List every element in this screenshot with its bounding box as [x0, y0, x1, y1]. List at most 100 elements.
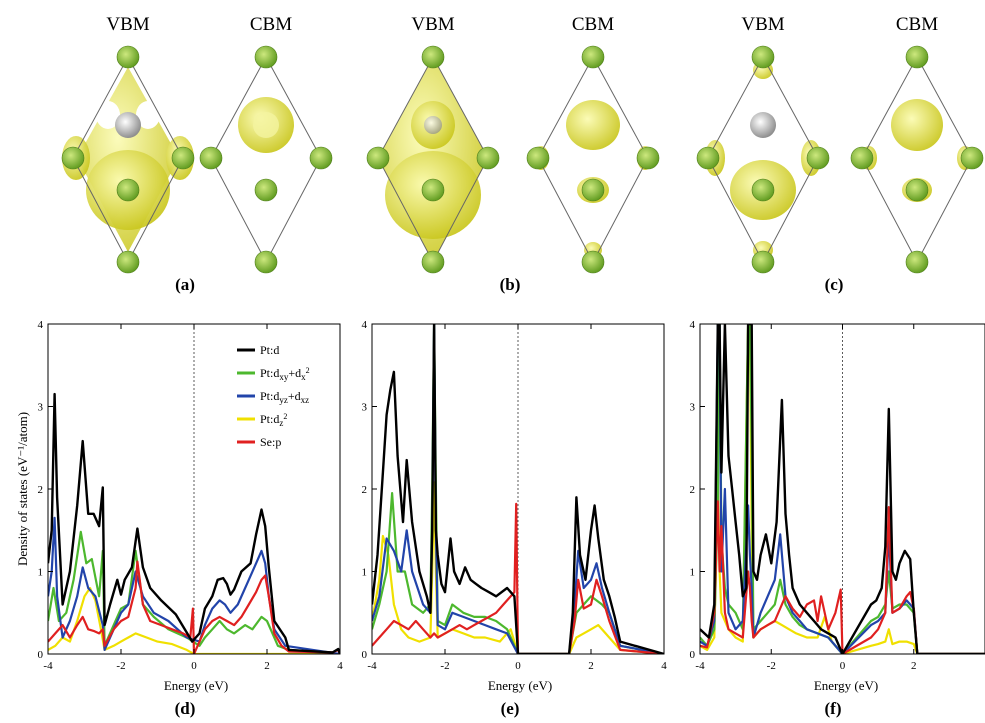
se-atom [116, 250, 140, 274]
x-tick-label: 0 [515, 660, 521, 672]
se-atom [254, 178, 278, 202]
panel-b-vbm-header: VBM [411, 14, 454, 35]
se-atom [806, 146, 830, 170]
y-tick-label: 3 [362, 402, 368, 414]
se-atom [116, 45, 140, 69]
se-atom [905, 178, 929, 202]
isosurface-lobe [566, 100, 620, 150]
legend-item: Pt:dyz+dxz [237, 389, 309, 405]
x-axis-label-f: Energy (eV) [814, 678, 878, 693]
x-tick-label: 4 [337, 660, 343, 672]
legend-item: Pt:dxy+dx2 [237, 366, 310, 382]
y-tick-label: 2 [690, 484, 696, 496]
y-tick-label: 1 [690, 567, 696, 579]
unit-cell-outline [861, 55, 973, 264]
se-atom [171, 146, 195, 170]
x-tick-label: 0 [191, 660, 197, 672]
unit-cell-a-vbm [61, 45, 195, 274]
panel-label-b: (b) [500, 275, 521, 294]
x-axis-label-e: Energy (eV) [488, 678, 552, 693]
y-tick-label: 3 [38, 402, 44, 414]
unit-cell-b-cbm [526, 45, 660, 274]
pt-atom [115, 112, 141, 138]
x-tick-label: -2 [440, 660, 449, 672]
se-atom [61, 146, 85, 170]
se-atom [751, 178, 775, 202]
panel-label-f: (f) [825, 699, 842, 718]
legend-label: Pt:dxy+dx2 [260, 366, 310, 382]
series-line-pt-dyz-dxz [372, 324, 664, 654]
se-atom [751, 250, 775, 274]
series-line-pt-dxy-dx2 [48, 530, 340, 654]
legend-label: Pt:dyz+dxz [260, 389, 309, 405]
panel-b-cbm-header: CBM [572, 14, 614, 35]
isosurface-row: VBM CBM VBM CBM VBM CBM (a) (b) (c) [61, 14, 984, 294]
y-tick-label: 0 [38, 649, 44, 661]
se-atom [309, 146, 333, 170]
series-line-pt-dz2 [700, 324, 985, 654]
legend-item: Se:p [237, 435, 281, 449]
x-tick-label: -4 [695, 660, 705, 672]
legend-label: Pt:d [260, 343, 279, 357]
x-tick-label: 2 [588, 660, 594, 672]
y-tick-label: 3 [690, 402, 696, 414]
panel-label-c: (c) [825, 275, 844, 294]
panel-label-a: (a) [175, 275, 195, 294]
x-tick-label: 4 [661, 660, 667, 672]
se-atom [421, 45, 445, 69]
dos-curves [700, 324, 985, 654]
y-tick-label: 4 [362, 319, 368, 331]
unit-cell-outline [210, 55, 322, 264]
panel-a-cbm-header: CBM [250, 14, 292, 35]
panel-label-e: (e) [501, 699, 520, 718]
legend-item: Pt:d [237, 343, 279, 357]
x-tick-label: -4 [43, 660, 53, 672]
se-atom [751, 45, 775, 69]
series-line-pt-d [48, 392, 340, 654]
unit-cell-b-vbm [366, 45, 500, 274]
series-line-se-p [48, 560, 340, 654]
series-line-pt-dyz-dxz [48, 516, 340, 654]
se-atom [476, 146, 500, 170]
pt-atom [750, 112, 776, 138]
se-atom [254, 45, 278, 69]
x-tick-label: -2 [767, 660, 776, 672]
panel-label-d: (d) [175, 699, 196, 718]
se-atom [960, 146, 984, 170]
y-axis-label: Density of states (eV⁻¹/atom) [15, 412, 30, 566]
y-tick-label: 1 [38, 567, 44, 579]
x-tick-label: -4 [367, 660, 377, 672]
panel-c-cbm-header: CBM [896, 14, 938, 35]
se-atom [696, 146, 720, 170]
y-tick-label: 2 [38, 484, 44, 496]
panel-c-vbm-header: VBM [741, 14, 784, 35]
isosurface-lobe [253, 112, 279, 138]
unit-cell-c-cbm [850, 45, 984, 274]
se-atom [421, 178, 445, 202]
se-atom [581, 45, 605, 69]
se-atom [421, 250, 445, 274]
se-atom [199, 146, 223, 170]
y-tick-label: 0 [362, 649, 368, 661]
se-atom [850, 146, 874, 170]
se-atom [905, 250, 929, 274]
legend-label: Pt:dz2 [260, 412, 287, 428]
dos-curves [48, 392, 340, 654]
x-tick-label: 2 [264, 660, 270, 672]
series-line-pt-dz2 [48, 586, 340, 654]
y-tick-label: 0 [690, 649, 696, 661]
isosurface-hole [136, 101, 160, 129]
series-line-pt-d [700, 324, 985, 654]
se-atom [905, 45, 929, 69]
panel-a-vbm-header: VBM [106, 14, 149, 35]
se-atom [116, 178, 140, 202]
y-tick-label: 1 [362, 567, 368, 579]
y-tick-label: 2 [362, 484, 368, 496]
dos-panel-d: -4 -2 0 2 4 0 1 2 3 4 [38, 319, 344, 672]
se-atom [366, 146, 390, 170]
dos-panel-e: -4 -2 0 2 4 0 1 2 3 4 [362, 319, 668, 672]
x-tick-label: 2 [911, 660, 917, 672]
pt-atom [424, 116, 442, 134]
series-line-se-p [700, 500, 985, 654]
